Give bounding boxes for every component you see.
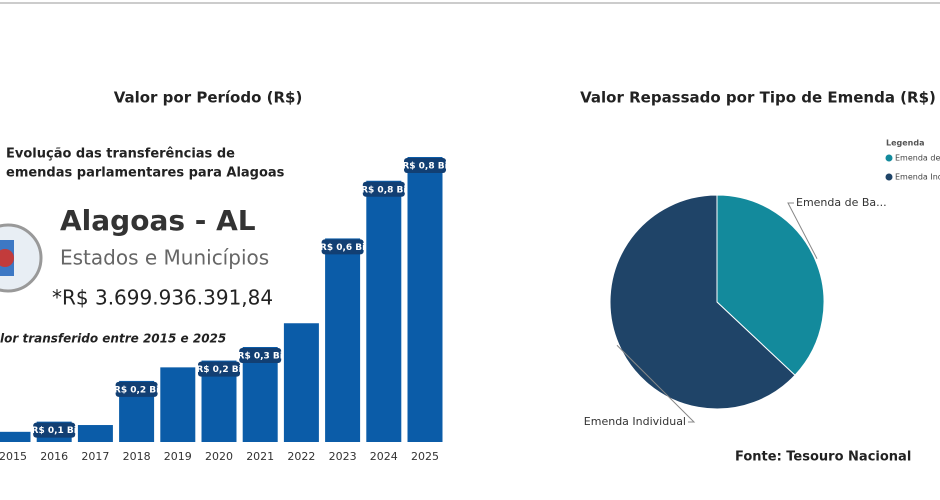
legend-marker	[885, 173, 893, 181]
x-tick-label: 2017	[81, 450, 109, 463]
leader-line	[787, 202, 818, 259]
slice-label: Emenda de Ba...	[796, 196, 887, 209]
leader-line	[616, 344, 696, 423]
value-label: R$ 0,2 Bi	[196, 365, 241, 375]
x-tick-label: 2023	[329, 450, 357, 463]
value-label-box	[321, 239, 364, 255]
x-tick-label: 2018	[123, 450, 151, 463]
flag	[0, 223, 43, 293]
state-name: Alagoas - AL	[60, 204, 256, 237]
value-label-box	[362, 181, 405, 197]
bar	[160, 367, 196, 442]
legend-entry: Emenda de Ba...	[895, 154, 940, 163]
total-value: *R$ 3.699.936.391,84	[52, 286, 273, 310]
card-heading: Evolução das transferências de	[6, 147, 235, 162]
bar	[0, 431, 31, 442]
legend-title: Legenda	[886, 139, 925, 148]
value-label-box	[198, 361, 240, 377]
bar	[407, 157, 443, 442]
bar	[325, 238, 361, 442]
value-label: R$ 0,8 Bi	[402, 162, 447, 172]
card-note: lor transferido entre 2015 e 2025	[0, 332, 226, 346]
slice-label: Emenda Individual	[584, 415, 686, 428]
pie-title: Valor Repassado por Tipo de Emenda (R$)	[580, 89, 936, 107]
bar	[77, 425, 113, 442]
value-label-box	[33, 422, 76, 438]
card-heading: emendas parlamentares para Alagoas	[6, 166, 285, 181]
legend-entry: Emenda Individual	[895, 173, 940, 182]
value-label: R$ 0,6 Bi	[320, 243, 365, 253]
x-tick-label: 2022	[287, 450, 315, 463]
bar-title: Valor por Período (R$)	[114, 89, 303, 107]
source: Fonte: Tesouro Nacional	[735, 450, 911, 465]
value-label: R$ 0,2 Bi	[114, 385, 159, 395]
x-tick-label: 2025	[411, 450, 439, 463]
value-label-box	[239, 348, 282, 363]
x-tick-label: 2024	[370, 450, 398, 463]
x-tick-label: 2020	[205, 450, 233, 463]
pie-slice	[609, 194, 796, 410]
x-tick-label: 2019	[164, 450, 192, 463]
value-label-box	[404, 158, 446, 173]
x-tick-label: 2016	[40, 450, 68, 463]
value-label: R$ 0,3 Bi	[238, 352, 283, 362]
bar	[366, 180, 402, 442]
x-tick-label: 2015	[0, 450, 27, 463]
value-label-box	[115, 381, 158, 397]
state-subtitle: Estados e Municípios	[60, 246, 269, 270]
legend-marker	[885, 154, 893, 162]
value-label: R$ 0,8 Bi	[361, 185, 406, 195]
bar	[283, 323, 319, 442]
pie-slice	[716, 194, 825, 376]
x-tick-label: 2021	[246, 450, 274, 463]
value-label: R$ 0,1 Bi	[32, 426, 77, 436]
